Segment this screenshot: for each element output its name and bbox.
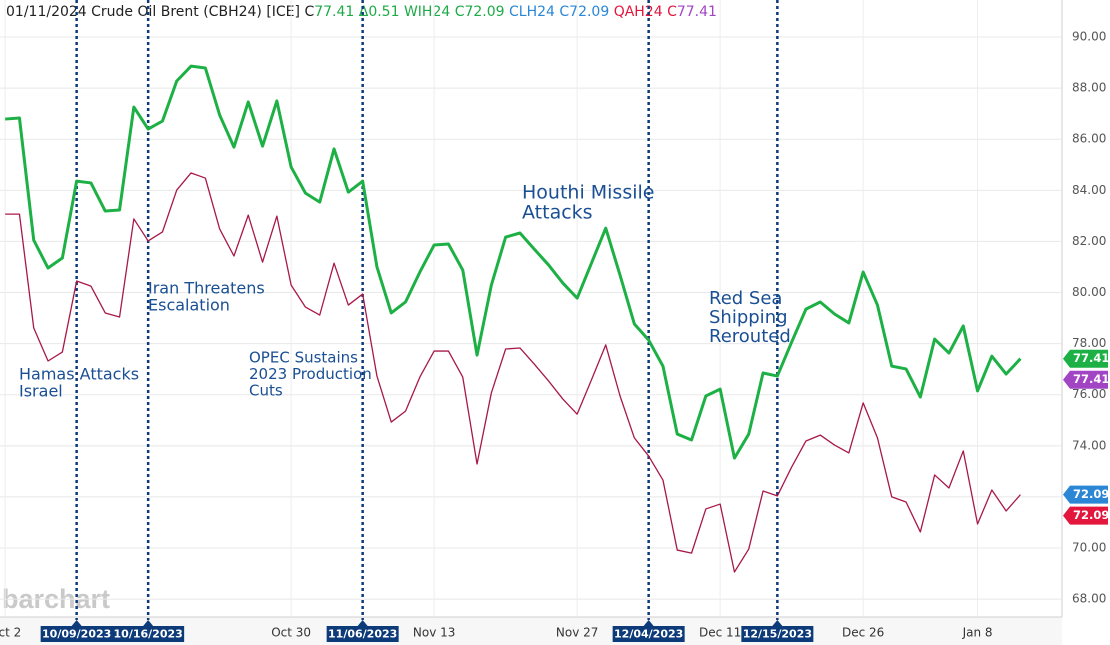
- event-date: 12/04/2023: [614, 628, 683, 641]
- price-badge: [1063, 370, 1108, 389]
- event-marker: [772, 620, 783, 626]
- annotation: Cuts: [249, 382, 283, 400]
- event-badge: [40, 626, 113, 642]
- y-tick-label: 76.00: [1072, 387, 1106, 401]
- x-tick-label: Oct 2: [0, 626, 21, 640]
- annotation: Escalation: [148, 296, 230, 315]
- annotation: Hamas Attacks: [19, 365, 139, 384]
- annotation: Houthi Missile: [522, 182, 654, 204]
- annotation: Shipping: [709, 307, 788, 328]
- price-badge-label: 72.09: [1073, 487, 1109, 501]
- y-tick-label: 78.00: [1072, 336, 1106, 350]
- price-badge-label: 77.41: [1073, 351, 1109, 365]
- annotation: OPEC Sustains: [249, 349, 358, 367]
- header-part: 01/11/2024 Crude Oil Brent (CBH24) [ICE]…: [6, 4, 314, 20]
- price-badge-label: 72.09: [1073, 508, 1109, 522]
- header-part: QAH24 C: [614, 4, 677, 20]
- event-badge: [741, 626, 814, 642]
- price-line: [5, 172, 1021, 573]
- event-date: 10/09/2023: [42, 628, 111, 641]
- price-badge: [1063, 485, 1108, 504]
- event-marker: [71, 620, 82, 626]
- y-tick-label: 84.00: [1072, 183, 1106, 197]
- event-date: 12/15/2023: [743, 628, 812, 641]
- x-tick-label: Dec 11: [699, 626, 741, 640]
- y-tick-label: 82.00: [1072, 234, 1106, 248]
- price-badge: [1063, 349, 1108, 368]
- header-part: 77.41 Δ0.51 WIH24 C72.09: [314, 4, 509, 20]
- annotation: Iran Threatens: [148, 279, 265, 298]
- price-line: [5, 64, 1022, 460]
- header-part: CLH24 C72.09: [509, 4, 614, 20]
- event-badge: [326, 626, 399, 642]
- annotation: Red Sea: [709, 288, 782, 309]
- event-date: 10/16/2023: [114, 628, 183, 641]
- annotation: Attacks: [522, 202, 593, 224]
- annotation: Rerouted: [709, 326, 791, 347]
- y-tick-label: 88.00: [1072, 81, 1106, 95]
- y-tick-label: 74.00: [1072, 438, 1106, 452]
- annotation: Israel: [19, 382, 63, 401]
- annotation: 2023 Production: [249, 365, 372, 383]
- x-tick-label: Dec 26: [842, 626, 884, 640]
- event-marker: [357, 620, 368, 626]
- event-date: 11/06/2023: [328, 628, 397, 641]
- price-badge: [1063, 506, 1108, 525]
- header-part: 77.41: [677, 4, 717, 20]
- y-tick-label: 86.00: [1072, 132, 1106, 146]
- y-tick-label: 80.00: [1072, 285, 1106, 299]
- x-tick-label: Jan 8: [962, 626, 993, 640]
- y-tick-label: 90.00: [1072, 30, 1106, 44]
- price-badge-label: 77.41: [1073, 372, 1109, 386]
- x-tick-label: Oct 30: [271, 626, 311, 640]
- event-badge: [112, 626, 185, 642]
- event-marker: [643, 620, 654, 626]
- x-tick-label: Nov 13: [413, 626, 456, 640]
- event-badge: [612, 626, 685, 642]
- y-tick-label: 68.00: [1072, 592, 1106, 606]
- y-tick-label: 70.00: [1072, 541, 1106, 555]
- x-tick-label: Nov 27: [556, 626, 599, 640]
- event-marker: [143, 620, 154, 626]
